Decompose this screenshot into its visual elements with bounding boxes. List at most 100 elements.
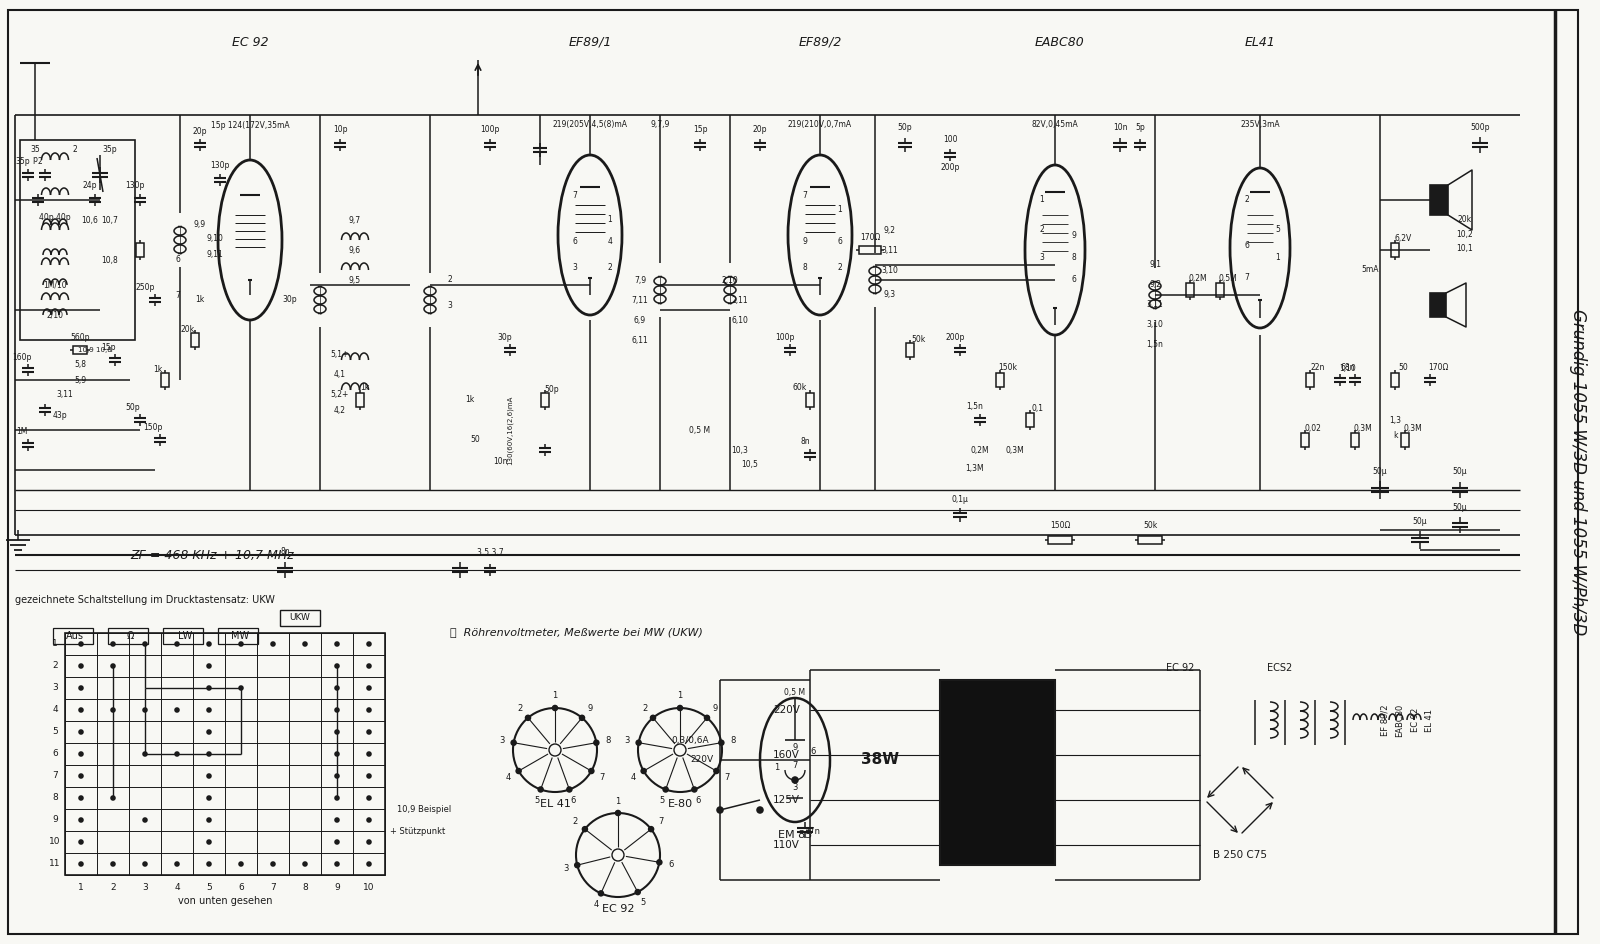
Text: 4: 4 <box>630 772 635 782</box>
Text: 35: 35 <box>30 145 40 155</box>
Text: 220V: 220V <box>690 755 714 765</box>
Circle shape <box>206 686 211 690</box>
Circle shape <box>142 862 147 866</box>
Text: 2: 2 <box>53 662 58 670</box>
Text: 10,2: 10,2 <box>1456 230 1474 240</box>
Text: EL41: EL41 <box>1245 36 1275 48</box>
Text: 50µ: 50µ <box>1453 502 1467 512</box>
Text: 1: 1 <box>1040 195 1045 205</box>
Text: 9: 9 <box>712 704 717 713</box>
Text: 50p: 50p <box>898 124 912 132</box>
Text: 0,3M: 0,3M <box>1403 424 1422 432</box>
Circle shape <box>78 708 83 712</box>
Text: 50µ: 50µ <box>1373 467 1387 477</box>
Text: 200p: 200p <box>941 163 960 173</box>
Circle shape <box>635 889 640 895</box>
Text: Ω: Ω <box>126 631 134 641</box>
Circle shape <box>206 642 211 646</box>
Circle shape <box>238 642 243 646</box>
Circle shape <box>270 642 275 646</box>
Text: 6: 6 <box>238 883 243 891</box>
Bar <box>995 373 1005 387</box>
Circle shape <box>662 787 669 792</box>
Circle shape <box>598 891 603 896</box>
Circle shape <box>334 686 339 690</box>
Text: 9,7: 9,7 <box>349 215 362 225</box>
Text: 50k: 50k <box>1142 520 1157 530</box>
Text: 8: 8 <box>53 794 58 802</box>
Text: 24p: 24p <box>83 180 98 190</box>
Text: 250p: 250p <box>136 282 155 292</box>
Circle shape <box>78 796 83 800</box>
Text: 130p: 130p <box>125 180 144 190</box>
Text: 1,3M: 1,3M <box>966 464 984 473</box>
Text: 1: 1 <box>1275 254 1280 262</box>
Text: 7: 7 <box>176 291 181 299</box>
Text: 6,10: 6,10 <box>731 315 749 325</box>
Text: 4,2: 4,2 <box>334 406 346 414</box>
Text: 500p: 500p <box>1470 124 1490 132</box>
Bar <box>1430 185 1448 215</box>
Text: 3,10: 3,10 <box>1147 321 1163 329</box>
Text: 6: 6 <box>53 750 58 758</box>
Circle shape <box>334 840 339 844</box>
Circle shape <box>78 862 83 866</box>
Circle shape <box>366 730 371 734</box>
Circle shape <box>110 708 115 712</box>
Text: 8: 8 <box>1072 254 1077 262</box>
Bar <box>859 246 882 254</box>
Text: p: p <box>32 156 37 164</box>
Text: 3: 3 <box>624 736 629 745</box>
Circle shape <box>78 642 83 646</box>
Circle shape <box>574 863 579 868</box>
Text: 47n: 47n <box>805 828 821 836</box>
Text: 0,3M: 0,3M <box>1354 424 1373 432</box>
Bar <box>162 373 170 387</box>
Circle shape <box>206 730 211 734</box>
Text: 150k: 150k <box>998 363 1018 373</box>
Text: 6: 6 <box>837 238 843 246</box>
Circle shape <box>174 708 179 712</box>
Text: 0,2M: 0,2M <box>971 446 989 454</box>
Bar <box>218 628 258 644</box>
Circle shape <box>366 708 371 712</box>
Text: EC 92: EC 92 <box>1166 663 1194 673</box>
Text: 6: 6 <box>696 796 701 805</box>
Circle shape <box>718 740 723 745</box>
Text: 130(60V,16(2,6)mA: 130(60V,16(2,6)mA <box>507 396 514 464</box>
Text: 0,3M: 0,3M <box>1006 446 1024 454</box>
Circle shape <box>366 752 371 756</box>
Bar <box>163 628 203 644</box>
Text: LW: LW <box>178 631 192 641</box>
Text: 9,11: 9,11 <box>206 250 224 260</box>
Text: 6,2V: 6,2V <box>1394 233 1411 243</box>
Text: 50µ: 50µ <box>1453 467 1467 477</box>
Text: 6: 6 <box>176 256 181 264</box>
Circle shape <box>334 642 339 646</box>
Text: 1,5n: 1,5n <box>1147 341 1163 349</box>
Text: 50k: 50k <box>910 335 925 345</box>
Circle shape <box>174 862 179 866</box>
Text: + Stützpunkt: + Stützpunkt <box>390 827 445 835</box>
Text: 1,3: 1,3 <box>1389 415 1402 425</box>
Text: 40p 40p: 40p 40p <box>38 213 70 223</box>
Text: 6: 6 <box>573 238 578 246</box>
Text: 43p: 43p <box>53 411 67 419</box>
Circle shape <box>206 664 211 668</box>
Text: 2: 2 <box>38 158 42 166</box>
Text: 1k: 1k <box>466 396 475 404</box>
Circle shape <box>142 708 147 712</box>
Text: 3: 3 <box>792 784 798 793</box>
Circle shape <box>78 686 83 690</box>
Bar <box>1026 413 1034 427</box>
Text: 82V,0,45mA: 82V,0,45mA <box>1032 121 1078 129</box>
Text: 9: 9 <box>1072 230 1077 240</box>
Circle shape <box>174 752 179 756</box>
Text: 9,6: 9,6 <box>349 245 362 255</box>
Circle shape <box>589 768 594 773</box>
Text: 9: 9 <box>792 744 798 752</box>
Text: ZF = 468 KHz + 10,7 MHz: ZF = 468 KHz + 10,7 MHz <box>130 548 294 562</box>
Text: 1k: 1k <box>195 295 205 305</box>
Circle shape <box>704 716 709 720</box>
Circle shape <box>142 818 147 822</box>
